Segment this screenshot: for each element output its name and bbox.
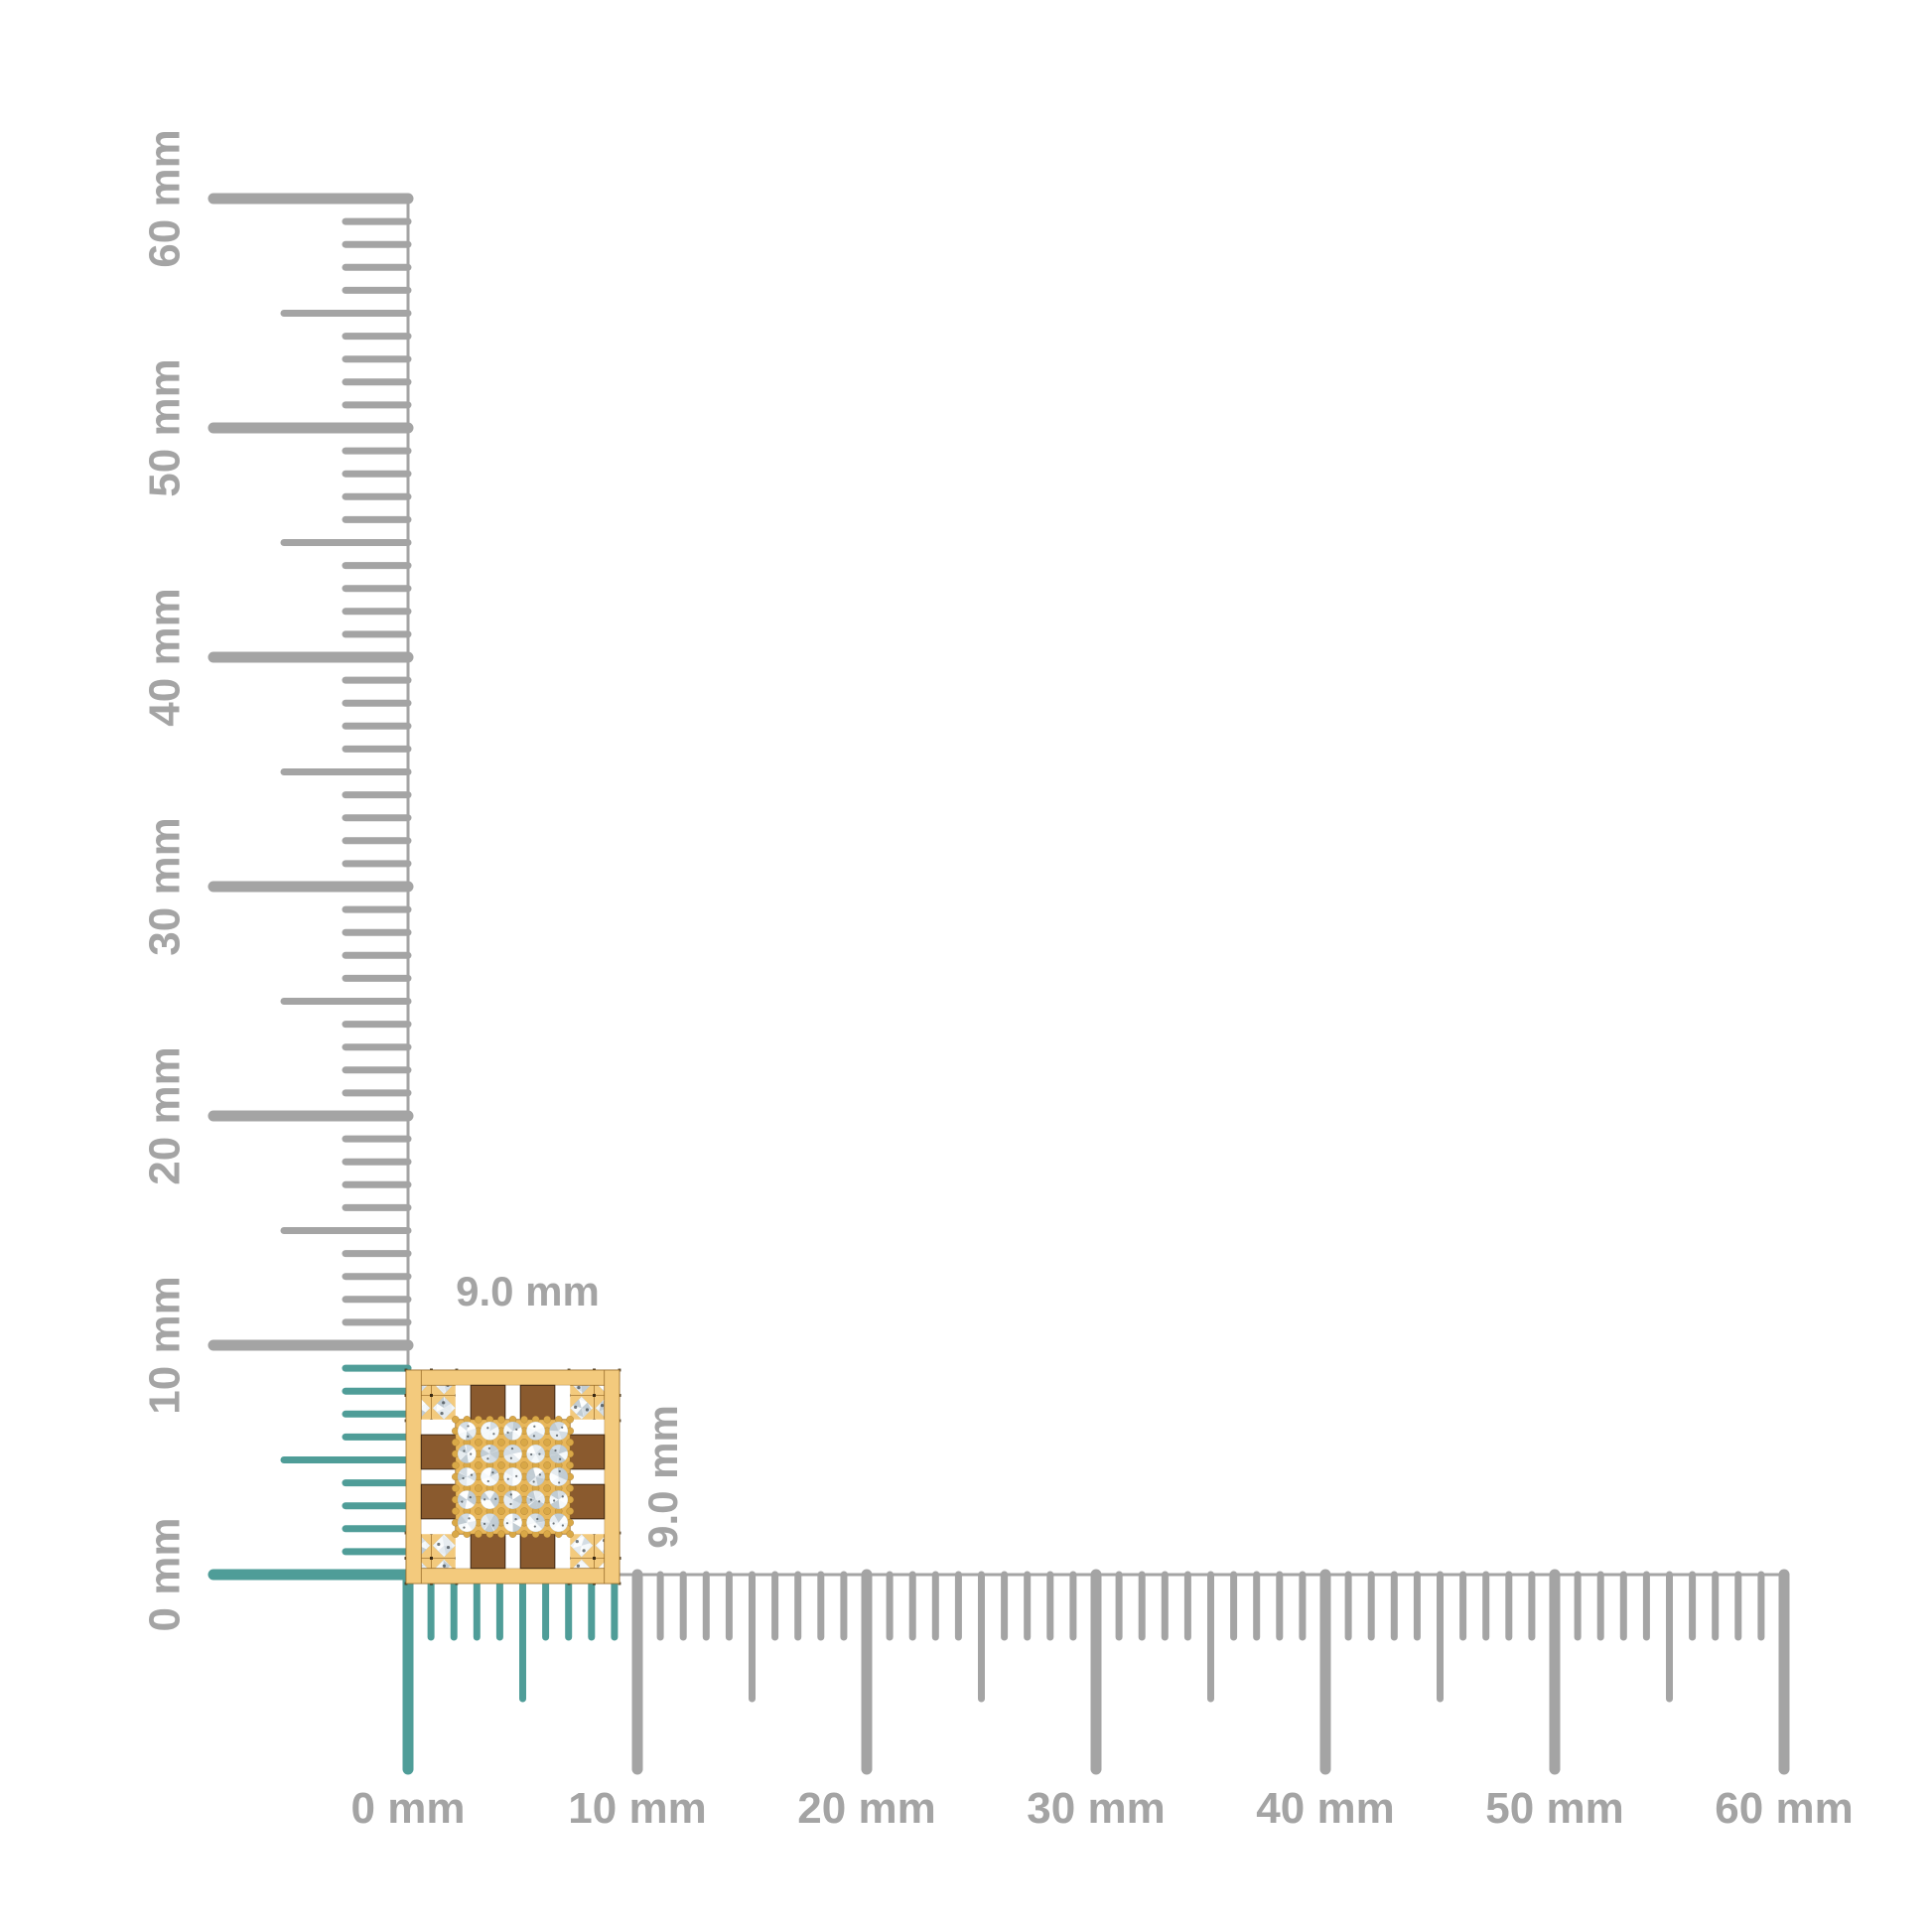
svg-text:50 mm: 50 mm [141, 358, 190, 496]
svg-text:60 mm: 60 mm [141, 129, 190, 267]
svg-text:40 mm: 40 mm [1256, 1784, 1394, 1833]
svg-text:20 mm: 20 mm [797, 1784, 935, 1833]
svg-text:9.0 mm: 9.0 mm [639, 1405, 686, 1549]
svg-text:10 mm: 10 mm [141, 1276, 190, 1414]
svg-text:9.0 mm: 9.0 mm [456, 1268, 600, 1314]
svg-text:0 mm: 0 mm [351, 1784, 466, 1833]
svg-text:60 mm: 60 mm [1715, 1784, 1853, 1833]
svg-text:50 mm: 50 mm [1485, 1784, 1623, 1833]
svg-text:10 mm: 10 mm [568, 1784, 706, 1833]
svg-text:30 mm: 30 mm [1027, 1784, 1165, 1833]
svg-text:40 mm: 40 mm [141, 588, 190, 726]
svg-text:30 mm: 30 mm [141, 817, 190, 955]
svg-text:20 mm: 20 mm [141, 1046, 190, 1184]
svg-text:0 mm: 0 mm [141, 1518, 190, 1632]
